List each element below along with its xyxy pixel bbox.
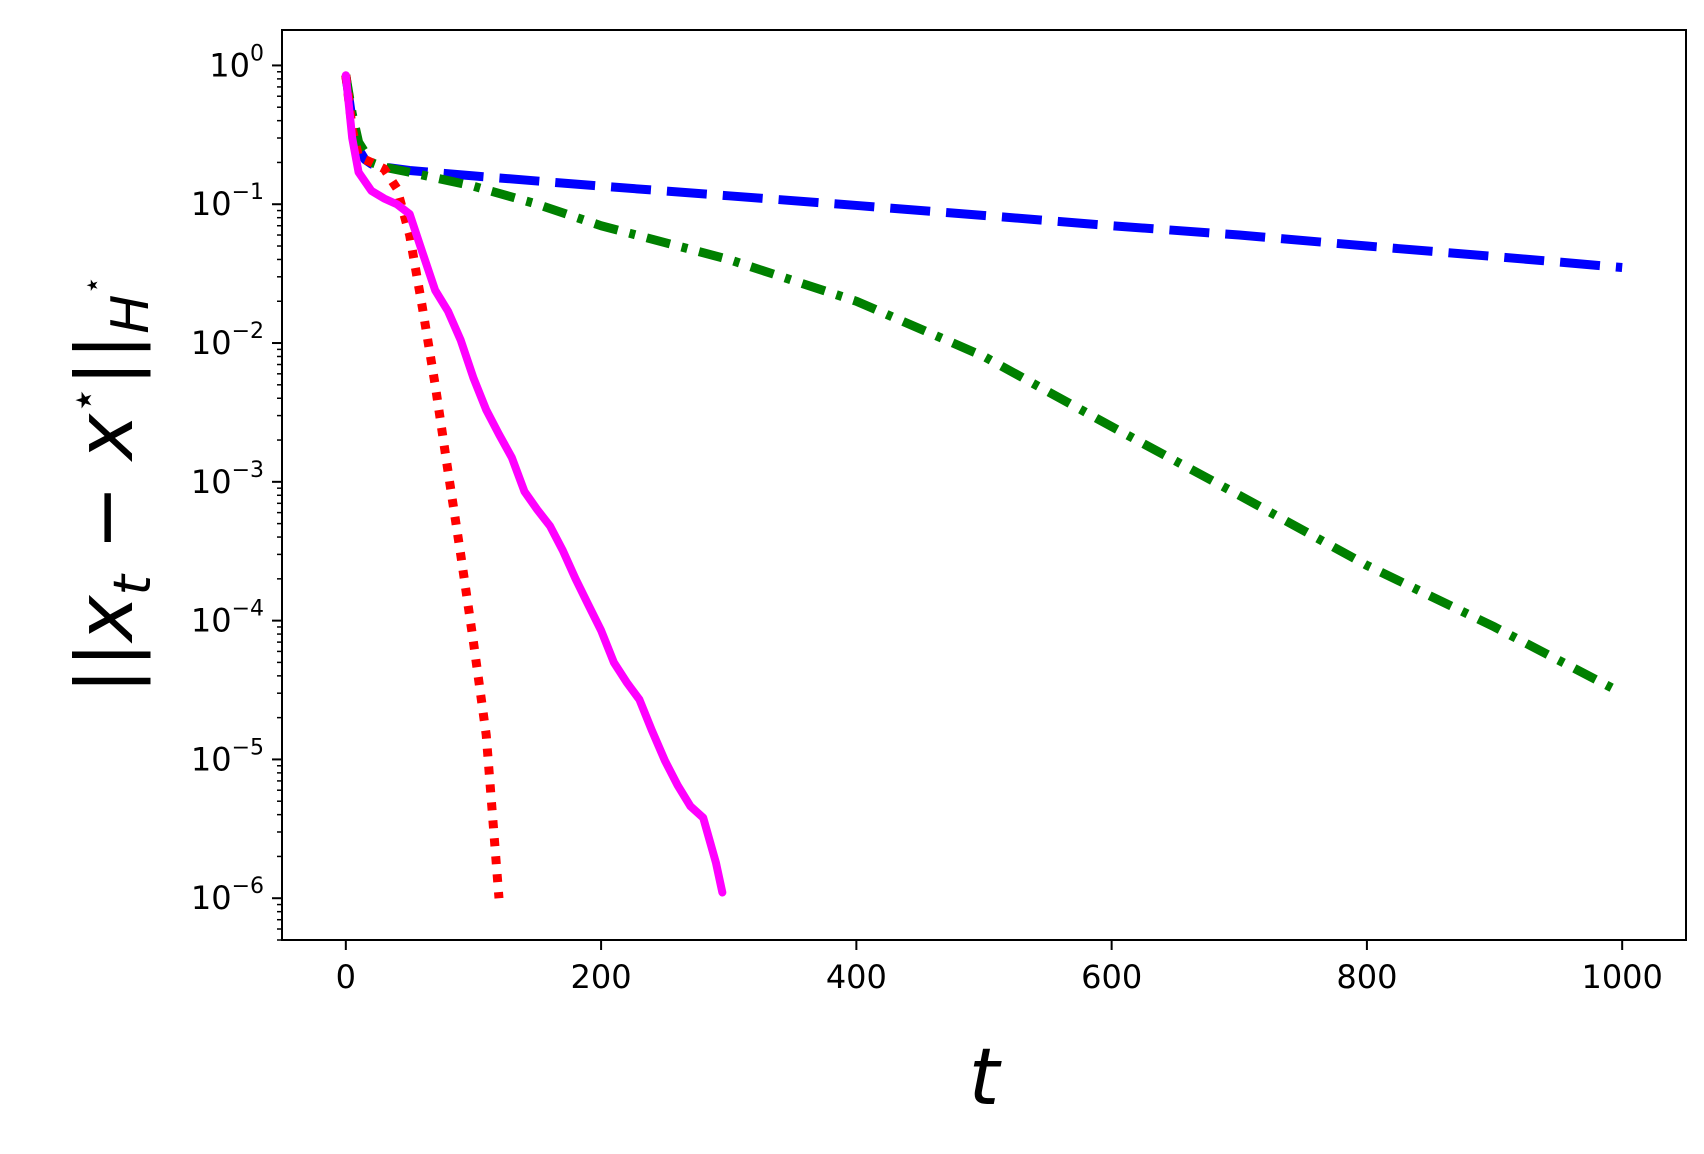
y-tick-label: 10−4 bbox=[191, 597, 264, 640]
y-tick-label-exponent: −1 bbox=[232, 180, 264, 205]
y-label-minus: − bbox=[61, 460, 151, 575]
y-tick-label-base: 10 bbox=[191, 879, 232, 917]
y-tick-label-exponent: −6 bbox=[232, 874, 264, 899]
y-label-sub2: H bbox=[101, 295, 161, 334]
y-tick-label-exponent: −4 bbox=[232, 597, 264, 622]
x-tick-label: 200 bbox=[571, 958, 632, 996]
y-axis-label: ||xt − x⋆||H⋆ bbox=[58, 276, 163, 694]
y-axis-minor-ticks bbox=[277, 71, 282, 941]
x-tick-label: 600 bbox=[1081, 958, 1142, 996]
y-label-norm-close: || bbox=[61, 334, 151, 387]
y-tick-label-base: 10 bbox=[191, 324, 232, 362]
x-tick-label: 400 bbox=[826, 958, 887, 996]
series-line-4 bbox=[341, 71, 727, 897]
y-tick-label: 10−5 bbox=[191, 735, 264, 778]
y-tick-label-exponent: −5 bbox=[232, 735, 264, 760]
series-line-2 bbox=[341, 74, 1625, 698]
y-label-norm-open: || bbox=[61, 642, 151, 695]
series-line-1 bbox=[341, 74, 1623, 272]
x-tick-label: 0 bbox=[336, 958, 356, 996]
y-label-star2: ⋆ bbox=[75, 276, 110, 295]
series-layer bbox=[341, 71, 1625, 899]
y-label-var: x bbox=[61, 595, 151, 645]
y-tick-label-base: 10 bbox=[191, 463, 232, 501]
y-label-var2: x bbox=[61, 413, 151, 463]
y-tick-label: 10−1 bbox=[191, 180, 264, 223]
y-tick-label: 10−3 bbox=[191, 458, 264, 501]
y-tick-label-exponent: −2 bbox=[232, 319, 264, 344]
plot-frame bbox=[281, 29, 1687, 941]
y-tick-label-base: 10 bbox=[191, 740, 232, 778]
x-tick-label: 1000 bbox=[1581, 958, 1662, 996]
x-tick-label: 800 bbox=[1336, 958, 1397, 996]
y-tick-label-base: 10 bbox=[191, 185, 232, 223]
y-label-sub: t bbox=[103, 573, 163, 595]
y-tick-label: 10−2 bbox=[191, 319, 264, 362]
x-axis-ticks: 0 200 400 600 800 1000 bbox=[336, 940, 1663, 996]
x-axis-label: t bbox=[969, 1033, 1002, 1123]
y-tick-label-exponent: −3 bbox=[232, 458, 264, 483]
y-tick-label-base: 10 bbox=[209, 46, 250, 84]
series-line-3 bbox=[341, 74, 504, 899]
y-tick-label-exponent: 0 bbox=[250, 41, 264, 66]
y-tick-label: 100 bbox=[209, 41, 264, 84]
y-tick-label: 10−6 bbox=[191, 874, 264, 917]
y-tick-label-base: 10 bbox=[191, 602, 232, 640]
y-label-star: ⋆ bbox=[58, 386, 109, 414]
